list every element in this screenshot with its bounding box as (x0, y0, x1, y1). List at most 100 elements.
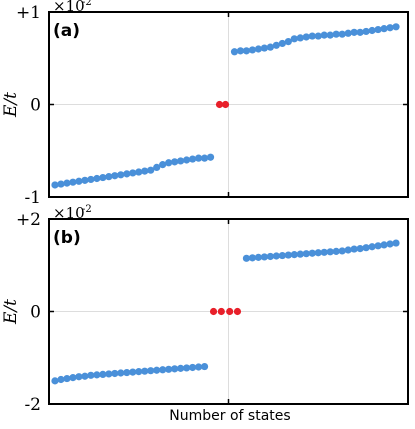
data-point (117, 369, 125, 377)
data-point (308, 249, 316, 257)
data-point (135, 168, 143, 176)
data-point (254, 253, 263, 261)
data-point (332, 30, 340, 38)
data-point (81, 176, 89, 184)
data-point (362, 244, 370, 252)
data-point (141, 367, 149, 375)
panel-label: (a) (53, 21, 80, 41)
data-point (260, 253, 268, 261)
y-scale-exponent: -2 (82, 204, 92, 215)
data-point (206, 153, 215, 161)
data-point (217, 307, 225, 316)
data-point (254, 45, 263, 53)
y-scale-multiplier: ×10 (53, 0, 85, 15)
data-point (233, 307, 242, 316)
data-point (123, 368, 131, 377)
data-point (51, 181, 59, 189)
data-point (183, 156, 191, 164)
data-point (141, 167, 149, 175)
data-point (177, 364, 185, 372)
data-point (236, 47, 245, 55)
data-point (129, 368, 137, 376)
y-tick-label: -2 (24, 395, 41, 415)
data-point (63, 374, 71, 383)
data-point (226, 307, 234, 316)
data-point (278, 39, 286, 48)
data-point (362, 27, 370, 36)
data-point (290, 251, 298, 259)
data-point (209, 307, 218, 316)
data-point (129, 169, 137, 177)
data-point (105, 173, 113, 181)
data-point (314, 32, 322, 40)
data-point (386, 240, 394, 248)
data-point (177, 157, 185, 165)
data-point (194, 154, 203, 162)
data-point (314, 249, 322, 257)
data-point (392, 23, 400, 31)
data-point (111, 172, 119, 180)
y-tick-label: 0 (30, 303, 41, 323)
data-point (350, 245, 358, 253)
data-point (75, 373, 83, 381)
data-point (266, 43, 274, 51)
data-point (51, 377, 59, 385)
data-point (183, 364, 191, 372)
data-point (81, 372, 89, 380)
data-point (290, 35, 298, 43)
data-point (296, 34, 304, 42)
data-point (368, 243, 376, 251)
data-point (57, 375, 65, 384)
data-point (356, 245, 364, 253)
data-point (93, 174, 101, 183)
y-axis-label: E/t (1, 299, 21, 325)
data-point (272, 252, 280, 260)
y-axis-label: E/t (1, 92, 21, 118)
x-axis-label: Number of states (169, 408, 290, 424)
y-tick-label: +2 (16, 210, 41, 230)
data-point (320, 31, 328, 39)
data-point (380, 25, 388, 33)
data-point (200, 154, 209, 162)
data-point (99, 370, 107, 378)
data-point (123, 170, 131, 178)
data-point (99, 173, 107, 182)
data-point (147, 367, 155, 375)
data-point (69, 374, 77, 382)
data-point (386, 24, 394, 32)
data-point (165, 159, 173, 167)
y-scale-multiplier: ×10 (53, 204, 85, 222)
data-point (344, 246, 352, 254)
data-point (194, 363, 203, 371)
data-point (242, 47, 251, 55)
data-point (338, 30, 346, 38)
data-point (308, 32, 316, 40)
data-point (272, 41, 280, 49)
data-point (344, 29, 352, 37)
data-point (242, 254, 251, 262)
data-point (248, 46, 257, 54)
data-point (278, 251, 286, 260)
data-point (87, 371, 95, 379)
data-point (302, 250, 310, 258)
data-point (93, 371, 101, 379)
panel-a: +1 0 -1 ×10-2 (a) E/t (1, 0, 409, 208)
data-point (374, 25, 382, 34)
data-point (189, 363, 197, 372)
data-point (171, 158, 179, 166)
data-point (221, 100, 230, 109)
data-point (368, 26, 376, 35)
data-point (63, 179, 71, 187)
data-point (165, 365, 173, 373)
data-point (296, 250, 304, 258)
data-point (380, 241, 388, 249)
data-point (189, 155, 197, 163)
data-point (159, 161, 167, 169)
data-point (215, 100, 224, 109)
data-point (338, 247, 346, 255)
data-point (266, 252, 274, 261)
data-point (75, 177, 83, 185)
data-point (326, 31, 334, 39)
data-point (332, 247, 340, 255)
